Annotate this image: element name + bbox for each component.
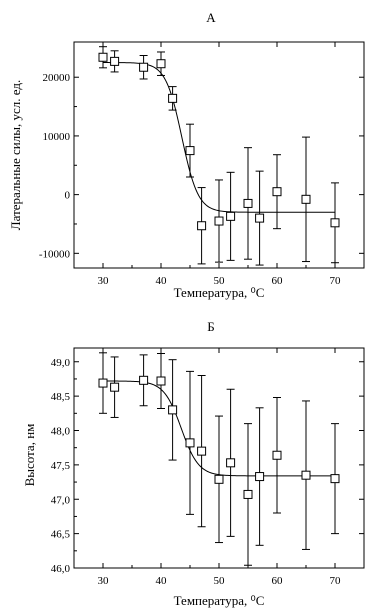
tick-group: 30 40 50 60 70 46,0 46,5 47,0 47,5 48,0 48,5 49,0 — [51, 348, 364, 587]
point-marker — [243, 198, 253, 208]
point-marker — [185, 146, 195, 156]
point-marker — [214, 474, 224, 484]
data-point — [226, 171, 236, 261]
data-point — [139, 354, 149, 407]
data-point — [98, 352, 108, 414]
point-marker — [110, 382, 120, 392]
data-point — [330, 423, 340, 535]
point-marker — [255, 472, 265, 482]
data-point — [110, 356, 120, 418]
data-point — [98, 46, 108, 69]
point-marker — [197, 221, 207, 231]
data-point — [214, 179, 224, 263]
point-marker — [214, 216, 224, 226]
point-marker — [226, 458, 236, 468]
data-point — [301, 136, 311, 263]
y-tick-label: 10000 — [43, 131, 71, 143]
y-tick-label: 0 — [65, 190, 71, 202]
data-point — [272, 397, 282, 514]
point-marker — [272, 187, 282, 197]
data-point — [255, 170, 265, 266]
tick-group: 30 40 50 60 70 -10000 0 10000 20000 — [39, 42, 364, 287]
data-points-group — [98, 46, 340, 266]
point-marker — [197, 446, 207, 456]
point-marker — [168, 405, 178, 415]
point-marker — [226, 211, 236, 221]
data-point — [255, 407, 265, 546]
x-tick-label: 40 — [156, 575, 168, 587]
point-marker — [156, 59, 166, 69]
point-marker — [243, 489, 253, 499]
data-point — [214, 415, 224, 544]
point-marker — [156, 376, 166, 386]
data-point — [197, 375, 207, 528]
data-point — [226, 388, 236, 537]
x-tick-label: 50 — [214, 275, 226, 287]
data-point — [185, 123, 195, 178]
y-tick-label: 46,0 — [51, 563, 71, 575]
x-tick-label: 70 — [330, 575, 342, 587]
data-points-group — [98, 352, 340, 566]
x-axis-title: Температура, ⁰С — [174, 285, 265, 300]
point-marker — [98, 378, 108, 388]
x-tick-label: 70 — [330, 275, 342, 287]
point-marker — [272, 450, 282, 460]
x-tick-label: 30 — [98, 575, 110, 587]
point-marker — [330, 474, 340, 484]
x-tick-label: 40 — [156, 275, 168, 287]
chart-panel-b: Б 30 40 50 60 70 46,0 46,5 47,0 47,5 48,0 48,5 49,0… — [22, 319, 365, 608]
x-tick-label: 60 — [272, 275, 284, 287]
x-axis-title: Температура, ⁰С — [174, 593, 265, 608]
data-point — [139, 55, 149, 80]
data-point — [168, 86, 178, 111]
data-point — [185, 370, 195, 515]
panel-title: Б — [207, 319, 214, 334]
data-point — [156, 51, 166, 76]
data-point — [272, 154, 282, 230]
point-marker — [98, 52, 108, 62]
point-marker — [185, 438, 195, 448]
data-point — [168, 359, 178, 461]
y-tick-label: 48,0 — [51, 426, 71, 438]
data-point — [301, 400, 311, 550]
data-point — [110, 50, 120, 73]
chart-panel-a: А 30 40 50 60 70 -10000 0 10000 20000 Температур… — [8, 10, 365, 300]
x-tick-label: 60 — [272, 575, 284, 587]
point-marker — [255, 213, 265, 223]
y-tick-label: 46,5 — [51, 529, 71, 541]
y-axis-title: Латеральные силы, усл. ед. — [8, 80, 23, 230]
point-marker — [139, 62, 149, 72]
y-tick-label: 48,5 — [51, 391, 71, 403]
point-marker — [110, 56, 120, 66]
point-marker — [168, 93, 178, 103]
data-point — [243, 423, 253, 566]
panel-title: А — [206, 10, 216, 25]
data-point — [243, 147, 253, 260]
y-tick-label: 49,0 — [51, 357, 71, 369]
data-point — [330, 182, 340, 264]
data-point — [197, 187, 207, 265]
point-marker — [301, 470, 311, 480]
point-marker — [330, 218, 340, 228]
point-marker — [301, 194, 311, 204]
data-point — [156, 353, 166, 409]
point-marker — [139, 375, 149, 385]
x-tick-label: 50 — [214, 575, 226, 587]
y-tick-label: 20000 — [43, 72, 71, 84]
y-axis-title: Высота, нм — [22, 424, 37, 487]
x-tick-label: 30 — [98, 275, 110, 287]
y-tick-label: -10000 — [39, 248, 71, 260]
y-tick-label: 47,5 — [51, 460, 71, 472]
y-tick-label: 47,0 — [51, 494, 71, 506]
